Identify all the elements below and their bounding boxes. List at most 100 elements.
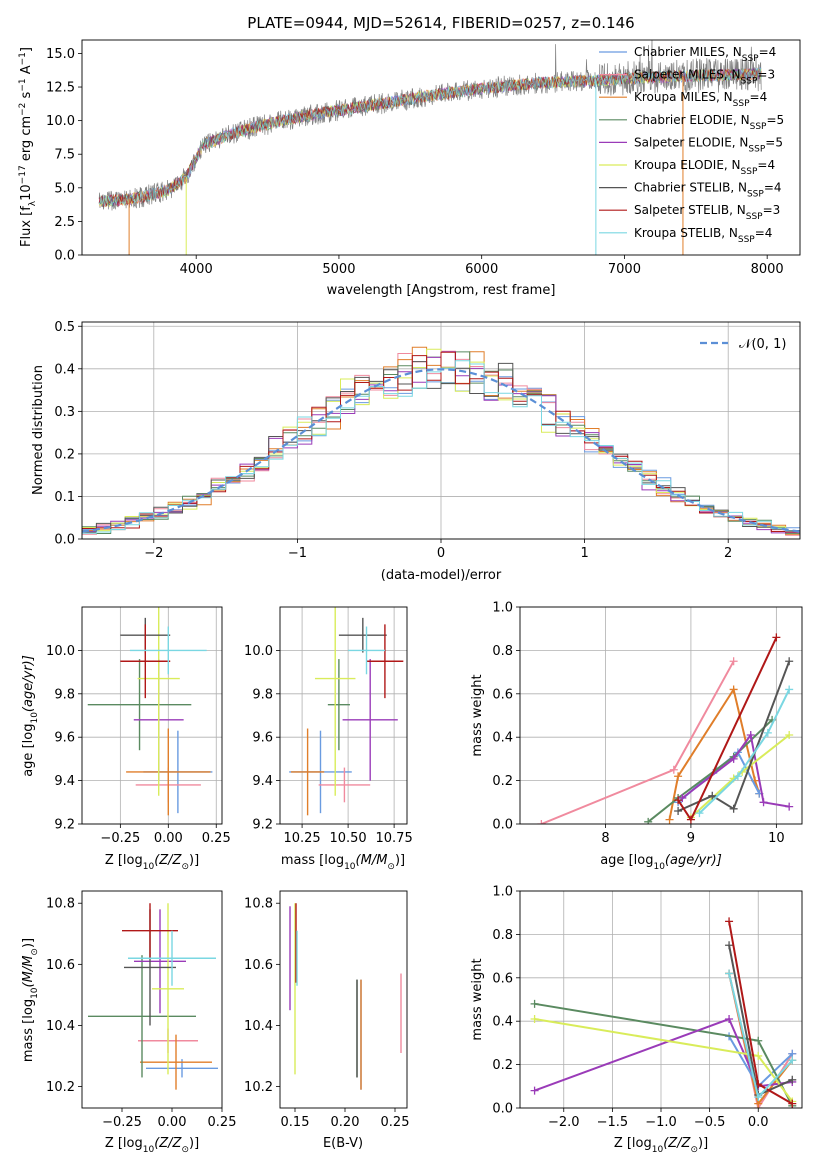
y-axis-label-part: ]: [19, 47, 34, 52]
weight-marker: [746, 731, 755, 740]
x-tick-label: 0.25: [202, 831, 231, 846]
y-axis-label-part: ⊙: [30, 948, 40, 956]
y-tick-label: 9.2: [252, 818, 273, 833]
y-tick-label: 2.5: [54, 215, 75, 230]
x-tick-label: −1: [288, 546, 307, 561]
y-tick-label: 0.1: [54, 490, 75, 505]
y-tick-label: 0.5: [54, 320, 75, 335]
y-axis-label-part: s: [19, 91, 34, 102]
axes-frame: [519, 890, 803, 1109]
weight-marker: [754, 1093, 763, 1102]
x-tick-label: 2: [724, 546, 732, 561]
legend-entry-part: =3: [763, 203, 781, 217]
y-tick-label: 10.8: [244, 897, 273, 912]
axes-frame: [81, 39, 801, 256]
axes-frame: [279, 606, 408, 825]
legend-entry-part: Kroupa MILES, N: [634, 90, 733, 104]
figure-title: PLATE=0944, MJD=52614, FIBERID=0257, z=0…: [247, 14, 634, 32]
y-tick-label: 0.4: [492, 731, 513, 746]
x-tick-label: −0.25: [102, 1115, 142, 1130]
x-tick-label: −0.25: [100, 831, 140, 846]
legend-entry-part: =4: [755, 226, 773, 240]
weight-marker: [674, 796, 683, 805]
normal-reference-curve: [82, 368, 800, 533]
y-axis-label-part: λ: [28, 200, 38, 206]
y-tick-label: 0.2: [492, 774, 513, 789]
weight-marker: [530, 999, 539, 1008]
weight-marker: [785, 802, 794, 811]
y-tick-label: 9.6: [252, 731, 273, 746]
axes-frame: [519, 606, 803, 825]
y-axis-label-part: 10: [30, 987, 40, 999]
x-axis-label: mass [log10(M/M⊙)]: [281, 853, 405, 872]
x-tick-label: 4000: [180, 262, 213, 277]
x-axis-label: E(B-V): [323, 1136, 363, 1151]
weight-marker: [530, 1015, 539, 1024]
plot-area: [537, 633, 794, 824]
y-axis-label-part: (M/M: [21, 956, 36, 988]
legend-entry-part: Salpeter MILES, N: [634, 68, 741, 82]
plot-area: [82, 346, 800, 539]
x-tick-label: 8000: [751, 262, 784, 277]
x-tick-label: 0.25: [208, 1115, 237, 1130]
y-tick-label: 0.0: [492, 818, 513, 833]
weight-marker: [644, 817, 653, 824]
weight-line-chabrier-elodie: [647, 719, 773, 823]
x-axis-label-part: ⊙: [387, 862, 395, 872]
legend-entry: Salpeter MILES, NSSP=3: [634, 68, 775, 87]
x-tick-label: −1.0: [645, 1115, 677, 1130]
y-tick-label: 10.8: [46, 897, 75, 912]
y-tick-label: 0.4: [54, 362, 75, 377]
y-axis-label: age [log10(age/yr)]: [21, 655, 40, 777]
y-axis-label: mass weight: [470, 958, 485, 1040]
y-axis-label: mass weight: [470, 674, 485, 756]
x-axis-label-part: (M/M: [356, 853, 388, 868]
weight-vs-age-panel: 8 9 10 0.0 0.2 0.4 0.6 0.8 1.0 mass weight age [lo…: [470, 601, 803, 872]
legend-entry-part: Chabrier ELODIE, N: [634, 113, 750, 127]
weight-marker: [674, 772, 683, 781]
y-tick-label: 10.6: [46, 958, 75, 973]
y-tick-label: 1.0: [492, 885, 513, 900]
weight-line-chabrier-stelib: [677, 660, 791, 812]
legend-entry: Kroupa ELODIE, NSSP=4: [634, 158, 775, 177]
x-axis-label-part: (Z/Z: [154, 1136, 182, 1151]
plot-area: [289, 903, 402, 1090]
weight-marker: [537, 820, 546, 824]
x-axis-label-part: (Z/Z: [154, 853, 182, 868]
legend-entry-part: SSP: [741, 167, 758, 177]
y-tick-label: 0.2: [492, 1058, 513, 1073]
legend-entry-part: =4: [764, 181, 782, 195]
legend-entry-part: =4: [759, 45, 777, 59]
x-axis-label: Z [log10(Z/Z⊙)]: [105, 853, 199, 872]
y-tick-label: 15.0: [46, 47, 75, 62]
x-tick-label: 0.15: [281, 1115, 310, 1130]
model-line-kroupa-stelib: [98, 67, 762, 207]
y-axis-label-part: Flux [f: [19, 206, 34, 247]
y-tick-label: 0.4: [492, 1015, 513, 1030]
y-axis-label-part: −1: [18, 52, 28, 65]
legend-entry-part: SSP: [746, 212, 763, 222]
x-tick-label: 8: [601, 831, 609, 846]
legend-entry: Salpeter ELODIE, NSSP=5: [634, 135, 783, 154]
x-axis-label-part: ⊙: [181, 862, 189, 872]
x-tick-label: 7000: [608, 262, 641, 277]
x-tick-label: 0.0: [748, 1115, 769, 1130]
legend-entry-part: Kroupa STELIB, N: [634, 226, 738, 240]
y-tick-label: 10.4: [46, 1019, 75, 1034]
y-tick-label: 0.2: [54, 447, 75, 462]
weight-vs-metallicity-panel: −2.0 −1.5 −1.0 −0.5 0.0 0.0 0.2 0.4 0.6 0.8 1.0 mas…: [470, 885, 803, 1155]
weight-marker: [695, 809, 704, 818]
x-tick-label: 0.00: [154, 831, 183, 846]
weight-marker: [785, 657, 794, 666]
legend-entry: 𝒩(0, 1): [739, 337, 786, 352]
legend-entry-part: =4: [750, 90, 768, 104]
weight-marker: [678, 793, 687, 802]
x-tick-label: 0.25: [381, 1115, 410, 1130]
weight-marker: [530, 1086, 539, 1095]
weight-marker: [754, 1051, 763, 1060]
legend-entry-part: Salpeter STELIB, N: [634, 203, 746, 217]
x-axis-label-part: 10: [143, 1145, 155, 1155]
x-axis-label-part: ⊙: [181, 1145, 189, 1155]
